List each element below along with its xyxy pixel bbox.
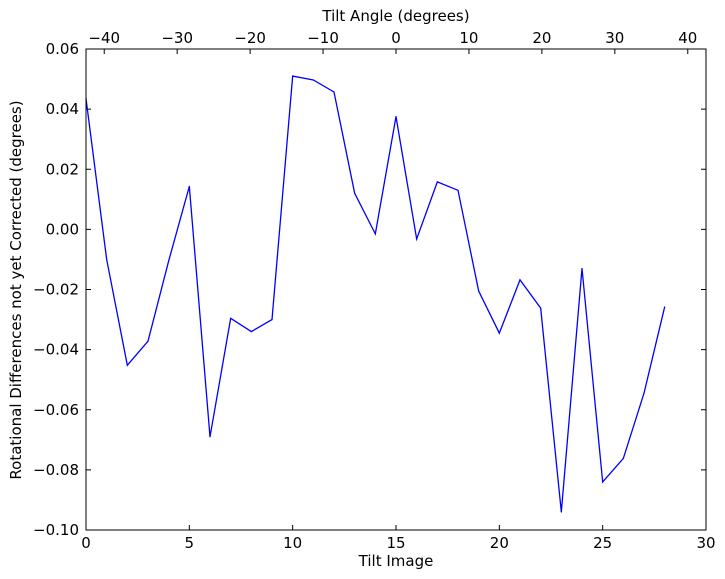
top-x-axis-ticks: −40 −30 −20 −10 0 10 20 30 40 [88,29,697,54]
y-tick-label: 0.06 [46,40,79,58]
data-point [292,75,294,77]
data-point [622,457,624,460]
data-point [106,258,108,261]
data-point [374,233,376,235]
data-point [250,330,252,333]
data-point [188,185,190,187]
x-axis-ticks: 0 5 10 15 20 25 30 [81,525,716,552]
top-tick-label: −20 [234,29,266,47]
top-tick-label: 20 [532,29,551,47]
top-tick-label: 0 [391,29,401,47]
data-point [230,317,232,319]
x-tick-label: 15 [386,534,405,552]
data-point [312,79,314,81]
data-point [540,307,542,309]
y-tick-label: 0.00 [46,220,79,238]
data-point [457,189,459,191]
x-tick-label: 25 [593,534,612,552]
y-tick-label: −0.08 [33,461,79,479]
y-tick-label: −0.06 [33,401,79,419]
data-point [209,436,211,438]
data-point [602,481,604,483]
data-point [664,306,666,308]
x-tick-label: 5 [185,534,195,552]
data-point [354,192,356,194]
top-tick-label: −10 [307,29,339,47]
data-point [271,318,273,321]
top-x-axis-label: Tilt Angle (degrees) [321,7,469,25]
data-point [436,181,438,183]
data-point [126,364,128,366]
x-tick-label: 0 [81,534,91,552]
y-axis-ticks: −0.10 −0.08 −0.06 −0.04 −0.02 0.00 0.02 0.04 0.0… [33,40,706,539]
data-point [168,260,170,262]
top-tick-label: −30 [161,29,193,47]
data-point [395,116,397,118]
data-point [519,279,521,281]
x-tick-label: 10 [283,534,302,552]
plot-area [86,49,706,530]
y-tick-label: −0.04 [33,341,79,359]
data-point [478,290,480,292]
x-tick-label: 20 [490,534,509,552]
top-tick-label: 40 [678,29,697,47]
plot-frame [85,48,707,531]
data-point [581,267,583,270]
data-point [498,332,500,334]
x-tick-label: 30 [696,534,715,552]
data-point [560,511,562,513]
y-tick-label: 0.04 [46,100,79,118]
y-tick-label: −0.02 [33,281,79,299]
data-point [416,238,418,240]
data-point [643,392,645,394]
top-tick-label: −40 [88,29,120,47]
top-tick-label: 10 [459,29,478,47]
x-axis-label: Tilt Image [358,552,434,570]
series-group [85,75,666,513]
y-tick-label: −0.10 [33,521,79,539]
data-point [333,91,335,93]
y-axis-label: Rotational Differences not yet Corrected… [7,100,25,479]
top-tick-label: 30 [605,29,624,47]
data-point [147,340,149,342]
y-tick-label: 0.02 [46,160,79,178]
